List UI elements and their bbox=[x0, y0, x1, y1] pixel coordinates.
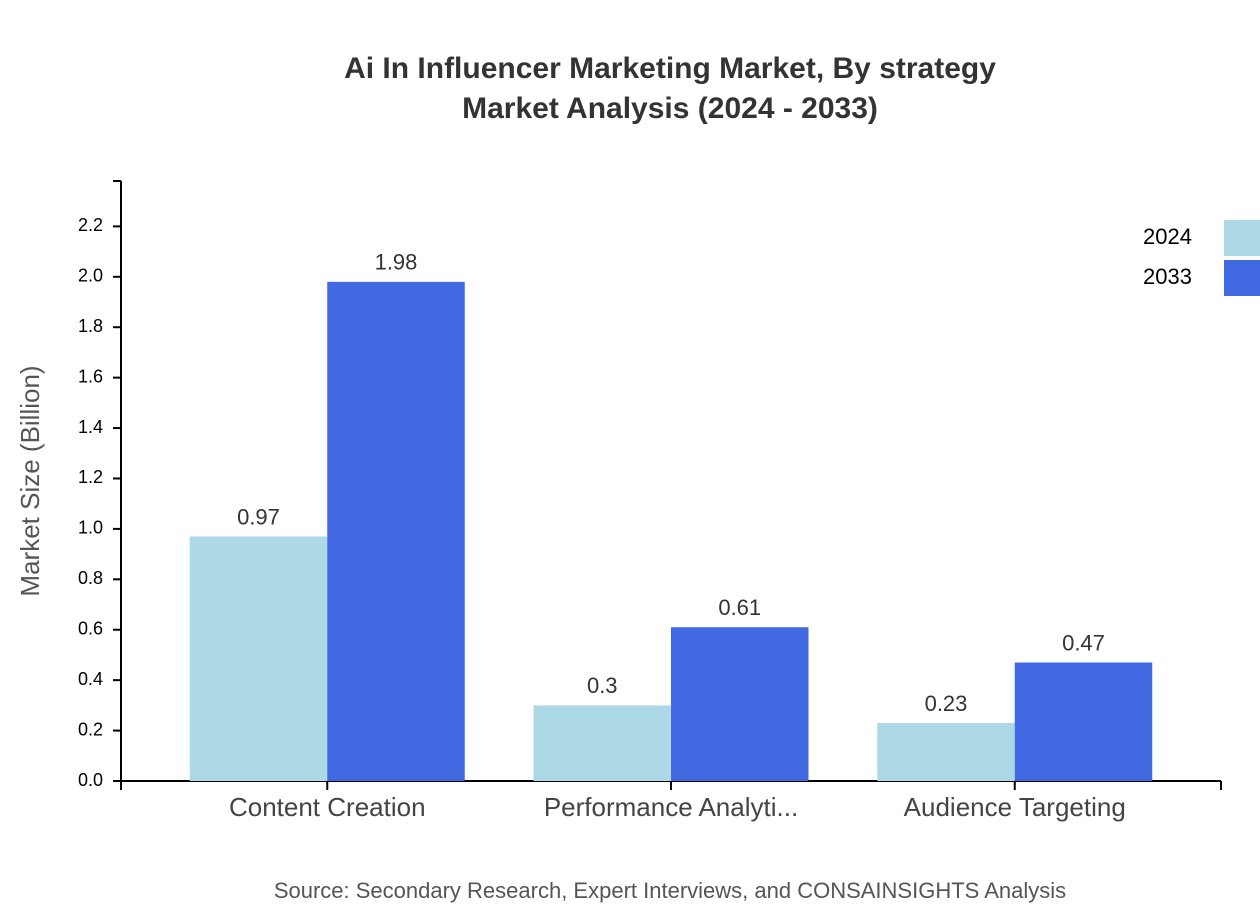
source-note: Source: Secondary Research, Expert Inter… bbox=[274, 878, 1066, 903]
chart-subtitle: Market Analysis (2024 - 2033) bbox=[462, 92, 878, 125]
y-tick-label: 0.8 bbox=[78, 568, 103, 588]
chart-title: Ai In Influencer Marketing Market, By st… bbox=[344, 52, 996, 85]
y-tick-label: 0.2 bbox=[78, 719, 103, 739]
x-tick-label: Performance Analyti... bbox=[544, 792, 798, 822]
bar bbox=[533, 705, 671, 781]
legend-label: 2033 bbox=[1143, 264, 1192, 289]
value-label: 1.98 bbox=[375, 250, 418, 275]
y-tick-label: 0.6 bbox=[78, 618, 103, 638]
x-tick-label: Audience Targeting bbox=[904, 792, 1126, 822]
y-tick-label: 1.2 bbox=[78, 467, 103, 487]
x-tick-label: Content Creation bbox=[229, 792, 426, 822]
bar bbox=[877, 723, 1015, 781]
value-label: 0.23 bbox=[925, 691, 968, 716]
legend-label: 2024 bbox=[1143, 224, 1192, 249]
y-tick-label: 1.8 bbox=[78, 316, 103, 336]
y-tick-label: 0.0 bbox=[78, 770, 103, 790]
bar bbox=[1014, 662, 1153, 781]
legend-swatch bbox=[1224, 220, 1260, 256]
bar bbox=[671, 627, 809, 781]
legend-swatch bbox=[1224, 260, 1260, 296]
y-tick-label: 2.0 bbox=[78, 266, 103, 286]
y-axis-title: Market Size (Billion) bbox=[15, 365, 45, 596]
y-tick-label: 0.4 bbox=[78, 669, 103, 689]
y-tick-label: 1.0 bbox=[78, 518, 103, 538]
value-label: 0.97 bbox=[237, 504, 280, 529]
y-tick-label: 2.2 bbox=[78, 215, 103, 235]
bar bbox=[189, 536, 328, 781]
y-tick-label: 1.4 bbox=[78, 417, 103, 437]
value-label: 0.61 bbox=[718, 595, 761, 620]
value-label: 0.3 bbox=[587, 673, 618, 698]
value-label: 0.47 bbox=[1062, 630, 1105, 655]
y-tick-label: 1.6 bbox=[78, 366, 103, 386]
bar bbox=[327, 281, 465, 781]
